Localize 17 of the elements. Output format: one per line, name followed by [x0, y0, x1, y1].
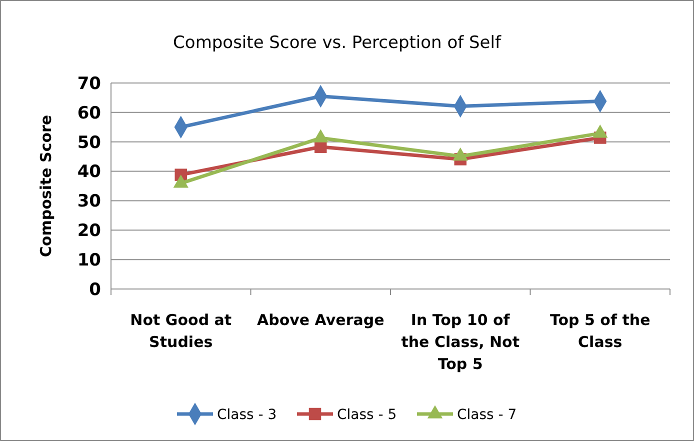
x-tick-label: Above Average: [256, 311, 384, 329]
x-tick-label: Not Good at Studies: [130, 311, 232, 351]
y-tick-label: 10: [77, 250, 102, 271]
chart-title: Composite Score vs. Perception of Self: [173, 33, 502, 53]
legend-label: Class - 3: [217, 406, 277, 423]
x-tick-label: In Top 10 of the Class, Not Top 5: [401, 311, 520, 373]
y-tick-label: 60: [77, 103, 102, 124]
legend-label: Class - 7: [457, 406, 517, 423]
y-tick-label: 70: [77, 74, 102, 94]
legend-label: Class - 5: [337, 406, 397, 423]
y-tick-label: 20: [77, 221, 102, 242]
y-tick-label: 40: [77, 162, 102, 182]
y-axis-title: Composite Score: [37, 114, 55, 258]
x-tick-label: Top 5 of the Class: [550, 311, 650, 351]
y-tick-label: 30: [77, 192, 102, 212]
y-tick-label: 50: [77, 132, 102, 153]
y-tick-label: 0: [89, 280, 102, 300]
